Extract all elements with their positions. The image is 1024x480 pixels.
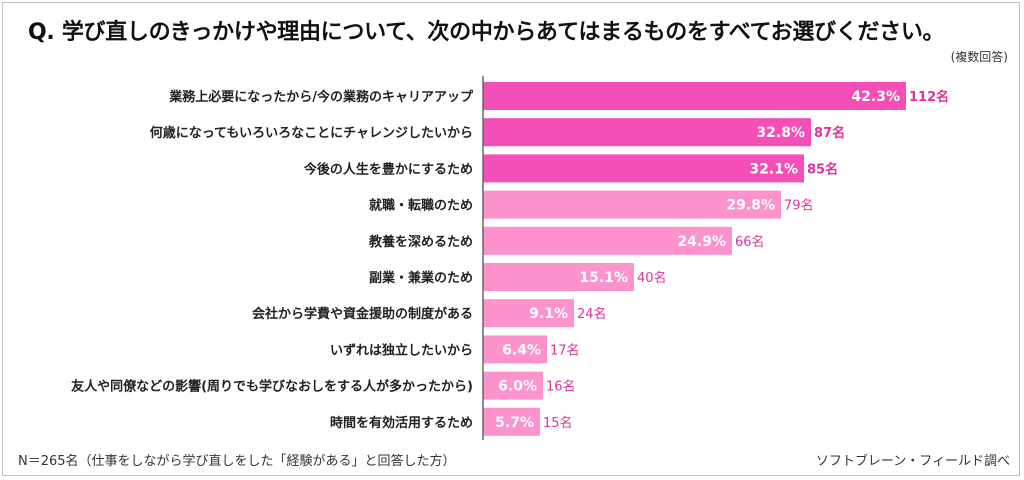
value-label-2: 32.8% [756,125,805,141]
category-label-3: 今後の人生を豊かにするため [303,161,473,177]
count-label-3: 85名 [807,161,838,177]
count-label-9: 16名 [546,379,576,395]
multiple-answer-note: (複数回答) [950,50,1008,64]
count-label-6: 40名 [637,270,667,286]
value-label-9: 6.0% [498,379,537,395]
count-label-5: 66名 [735,234,765,250]
bar-8 [483,335,547,364]
count-label-4: 79名 [784,198,814,214]
value-label-7: 9.1% [529,306,568,322]
category-label-9: 友人や同僚などの影響(周りでも学びなおしをする人が多かったから) [71,379,473,395]
bar-7 [483,299,574,328]
category-label-5: 教養を深めるため [368,234,473,250]
count-label-8: 17名 [550,342,580,358]
value-label-10: 5.7% [495,415,534,431]
category-label-7: 会社から学費や資金援助の制度がある [252,306,473,322]
bar-1 [483,82,906,110]
value-label-1: 42.3% [851,89,900,105]
category-label-4: 就職・転職のため [369,198,473,214]
bar-10 [483,407,540,436]
bar-3 [483,154,804,183]
category-label-10: 時間を有効活用するため [330,415,473,431]
count-label-7: 24名 [577,306,607,322]
bar-6 [483,263,634,291]
value-label-3: 32.1% [749,161,798,177]
bar-2 [483,118,811,147]
category-label-8: いずれは独立したいから [330,342,473,358]
category-label-1: 業務上必要になったから/今の業務のキャリアアップ [168,89,474,105]
bar-5 [483,226,732,255]
source-credit: ソフトブレーン・フィールド調べ [815,454,1010,469]
value-label-8: 6.4% [502,342,541,358]
bar-9 [483,371,543,400]
bars-group: 業務上必要になったから/今の業務のキャリアアップ 42.3% 112名何歳になっても… [71,82,949,436]
category-label-6: 副業・兼業のため [369,270,473,286]
sample-size-note: N＝265名（仕事をしながら学び直しをした「経験がある」と回答した方） [18,454,456,469]
bar-4 [483,190,781,219]
count-label-1: 112名 [909,89,949,105]
category-label-2: 何歳になってもいろいろなことにチャレンジしたいから [150,125,473,141]
value-label-4: 29.8% [726,198,775,214]
value-label-5: 24.9% [677,234,726,250]
count-label-2: 87名 [814,125,845,141]
count-label-10: 15名 [543,415,573,431]
value-label-6: 15.1% [579,270,628,286]
chart-title: Q. 学び直しのきっかけや理由について、次の中からあてはまるものをすべてお選びく… [28,20,945,45]
